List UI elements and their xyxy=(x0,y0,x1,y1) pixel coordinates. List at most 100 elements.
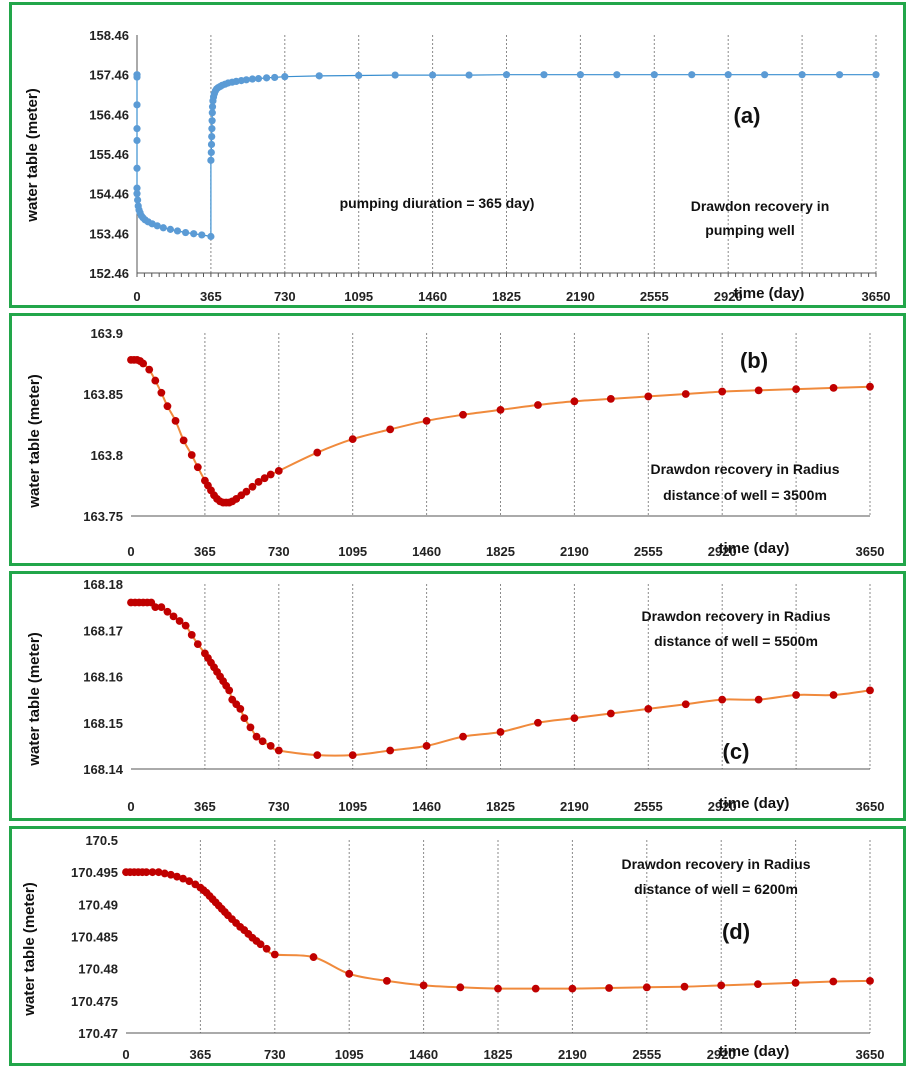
data-point xyxy=(187,630,196,639)
data-point xyxy=(145,365,154,374)
data-point xyxy=(133,164,141,172)
y-tick-label: 152.46 xyxy=(89,266,129,281)
y-tick-label: 170.475 xyxy=(71,994,118,1009)
data-point xyxy=(133,190,141,198)
data-point xyxy=(644,392,653,401)
data-point xyxy=(266,741,275,750)
x-tick-label: 3650 xyxy=(856,1047,885,1062)
y-tick-label: 163.9 xyxy=(90,326,123,341)
y-tick-label: 154.46 xyxy=(89,187,129,202)
x-tick-label: 3650 xyxy=(856,799,885,814)
data-point xyxy=(185,877,194,886)
data-point xyxy=(496,405,505,414)
x-tick-label: 2190 xyxy=(558,1047,587,1062)
data-point xyxy=(613,71,621,79)
data-point xyxy=(207,232,215,241)
data-point xyxy=(208,103,217,111)
data-point xyxy=(681,390,690,398)
data-point xyxy=(281,73,289,81)
data-point xyxy=(254,477,263,486)
data-point xyxy=(798,71,806,79)
panel-label: (b) xyxy=(740,348,768,373)
panel-label: (a) xyxy=(734,103,761,128)
annotation: distance of well = 3500m xyxy=(663,487,827,503)
chart-d: 170.5 170.495 170.49 170.485 170.48 170.475 17… xyxy=(21,833,885,1062)
y-tick-label: 170.485 xyxy=(71,930,118,945)
data-point xyxy=(246,723,255,732)
x-tick-label: 0 xyxy=(127,799,134,814)
data-point xyxy=(148,868,157,877)
data-point xyxy=(419,981,428,990)
y-tick-label: 163.85 xyxy=(83,387,123,402)
data-point xyxy=(153,222,161,230)
data-point xyxy=(274,466,283,475)
data-point xyxy=(160,869,169,878)
y-tick-label: 170.49 xyxy=(78,897,118,912)
data-point xyxy=(829,691,838,699)
data-point xyxy=(829,384,838,392)
x-tick-label: 2920 xyxy=(714,289,743,304)
data-point xyxy=(139,359,148,368)
y-axis-label: water table (meter) xyxy=(24,88,41,222)
data-point xyxy=(459,732,467,741)
annotation: Drawdon recovery in Radius xyxy=(621,856,810,872)
data-point xyxy=(260,474,269,483)
x-tick-label: 1825 xyxy=(486,544,515,559)
chart-a: 158.46 157.46 156.46 155.46 154.46 153.46 152.… xyxy=(24,28,890,304)
y-tick-label: 163.75 xyxy=(83,509,123,524)
data-point xyxy=(681,700,690,709)
data-point xyxy=(179,436,188,445)
data-point xyxy=(190,230,198,238)
data-point xyxy=(355,71,363,80)
x-tick-label: 365 xyxy=(200,289,222,304)
data-point xyxy=(717,981,726,990)
data-point xyxy=(171,416,180,425)
data-point xyxy=(242,76,250,84)
data-point xyxy=(271,73,279,82)
data-point xyxy=(169,612,178,621)
x-tick-label: 1095 xyxy=(338,544,367,559)
data-point xyxy=(829,977,838,986)
panel-c: 168.18 168.17 168.16 168.15 168.14 0 365 730 109… xyxy=(9,571,906,821)
data-point xyxy=(502,71,511,79)
y-axis-label: water table (meter) xyxy=(26,632,43,766)
x-tick-label: 365 xyxy=(190,1047,212,1062)
data-point xyxy=(761,71,769,79)
data-point xyxy=(313,751,322,760)
data-point xyxy=(163,607,172,616)
data-point xyxy=(208,132,216,141)
x-tick-label: 2555 xyxy=(634,799,663,814)
data-point xyxy=(606,709,615,718)
annotation: pumping well xyxy=(705,222,794,238)
data-point xyxy=(181,621,190,630)
x-tick-label: 1460 xyxy=(409,1047,438,1062)
data-point xyxy=(642,983,651,992)
x-tick-label: 730 xyxy=(274,289,296,304)
x-tick-label: 3650 xyxy=(856,544,885,559)
y-tick-label: 170.47 xyxy=(78,1026,118,1041)
x-tick-label: 2190 xyxy=(560,544,589,559)
x-tick-label: 2555 xyxy=(640,289,669,304)
data-point xyxy=(835,71,844,79)
data-point xyxy=(262,74,271,82)
data-point xyxy=(866,686,874,695)
x-tick-label: 2190 xyxy=(560,799,589,814)
data-point xyxy=(391,71,399,79)
x-tick-label: 1095 xyxy=(335,1047,364,1062)
x-tick-label: 730 xyxy=(268,544,290,559)
data-point xyxy=(724,71,732,79)
data-point xyxy=(248,75,257,83)
x-tick-label: 2920 xyxy=(708,799,737,814)
data-point xyxy=(872,71,880,79)
panel-b: 163.9 163.85 163.8 163.75 0 365 730 1095 1460 182… xyxy=(9,313,906,566)
data-point xyxy=(157,388,166,397)
data-point xyxy=(866,382,874,391)
annotation: distance of well = 5500m xyxy=(654,633,818,649)
data-point xyxy=(208,117,216,125)
x-axis-label: time (day) xyxy=(734,285,805,302)
data-point xyxy=(198,231,206,239)
data-point xyxy=(266,470,275,479)
data-point xyxy=(570,397,579,406)
data-point xyxy=(254,75,263,83)
data-point xyxy=(866,976,874,985)
